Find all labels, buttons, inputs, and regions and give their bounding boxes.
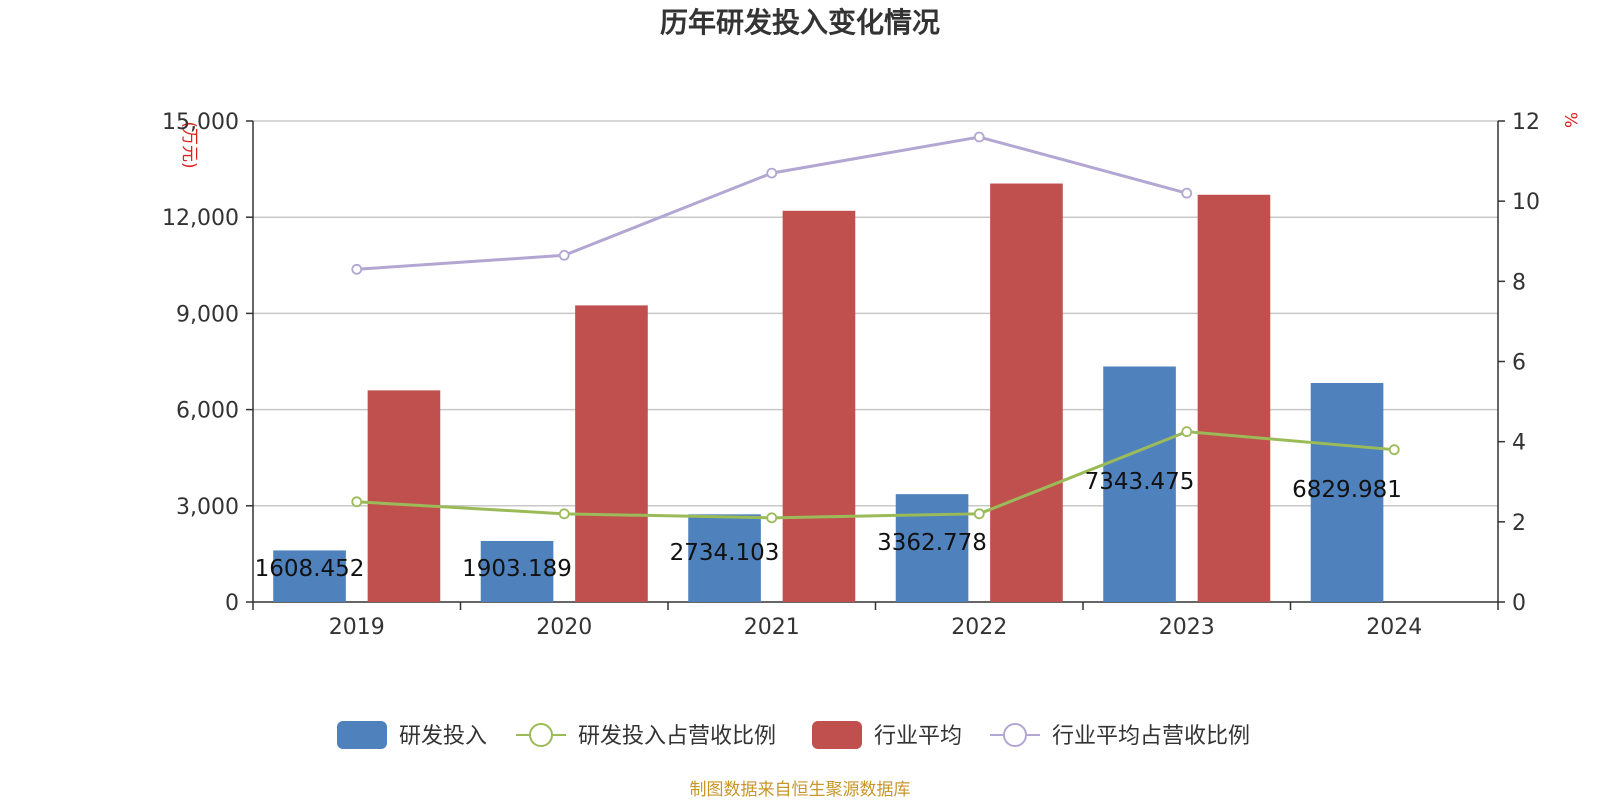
bar-industry-average-2021 [782, 210, 856, 602]
y-right-tick-label: 0 [1512, 591, 1526, 616]
legend[interactable]: 研发投入 研发投入占营收比例 行业平均 行业平均占营收比例 [337, 721, 1250, 749]
y-left-tick-label: 12,000 [162, 206, 239, 231]
legend-marker [529, 723, 553, 747]
legend-swatch [812, 721, 862, 749]
bars [273, 183, 1384, 602]
point-rd-ratio [766, 512, 778, 524]
data-label: 6829.981 [1292, 477, 1402, 503]
bar-rd-investment-2023 [1103, 366, 1176, 602]
data-label: 1608.452 [255, 556, 365, 582]
y-left-unit-label: (万元) [179, 121, 199, 168]
x-tick-label: 2021 [744, 615, 800, 640]
legend-label: 行业平均 [874, 724, 962, 749]
legend-item-industry-ratio[interactable]: 行业平均占营收比例 [990, 723, 1250, 749]
point-industry-ratio [558, 249, 570, 261]
y-left-tick-label: 6,000 [176, 399, 239, 424]
y-right-tick-label: 10 [1512, 190, 1540, 215]
legend-swatch [337, 721, 387, 749]
legend-item-rd-investment[interactable]: 研发投入 [337, 721, 487, 749]
bar-rd-investment-2019 [273, 550, 346, 602]
chart-title: 历年研发投入变化情况 [660, 6, 940, 39]
bar-rd-investment-2024 [1310, 382, 1384, 602]
x-tick-label: 2022 [951, 615, 1007, 640]
point-rd-ratio [1388, 444, 1400, 456]
legend-item-rd-ratio[interactable]: 研发投入占营收比例 [516, 723, 776, 749]
bar-rd-investment-2021 [688, 514, 761, 602]
grid [253, 120, 1498, 507]
legend-marker [1003, 723, 1027, 747]
source-note: 制图数据来自恒生聚源数据库 [690, 780, 911, 800]
legend-label: 行业平均占营收比例 [1052, 724, 1250, 749]
x-tick-label: 2024 [1366, 615, 1422, 640]
y-right-unit-label: % [1560, 112, 1580, 128]
y-right-tick-label: 4 [1512, 431, 1526, 456]
bar-industry-average-2020 [575, 305, 648, 602]
y-right-tick-label: 12 [1512, 110, 1540, 135]
legend-label: 研发投入占营收比例 [578, 724, 776, 749]
y-left-tick-label: 3,000 [176, 495, 239, 520]
legend-label: 研发投入 [399, 724, 487, 749]
bar-industry-average-2019 [367, 390, 441, 602]
y-left-tick-label: 0 [225, 591, 239, 616]
data-label: 3362.778 [877, 530, 987, 556]
bar-industry-average-2022 [990, 183, 1063, 602]
point-rd-ratio [973, 508, 985, 520]
data-labels: 1608.452 1903.189 2734.103 3362.778 7343.475… [255, 469, 1402, 582]
data-label: 1903.189 [462, 556, 572, 582]
data-label: 7343.475 [1085, 469, 1195, 495]
y-right-tick-label: 8 [1512, 270, 1526, 295]
point-industry-ratio [973, 131, 985, 143]
y-right-tick-label: 2 [1512, 511, 1526, 536]
line-rd-ratio [356, 430, 1395, 520]
x-tick-label: 2020 [536, 615, 592, 640]
point-industry-ratio [351, 263, 363, 275]
data-label: 2734.103 [670, 540, 780, 566]
bar-industry-average-2023 [1197, 194, 1271, 602]
y-left-tick-label: 15,000 [162, 110, 239, 135]
y-left-tick-label: 9,000 [176, 302, 239, 327]
bar-rd-investment-2022 [895, 494, 969, 602]
bar-rd-investment-2020 [480, 540, 554, 602]
point-industry-ratio [766, 167, 778, 179]
y-right-tick-label: 6 [1512, 351, 1526, 376]
legend-item-industry-average[interactable]: 行业平均 [812, 721, 962, 749]
point-rd-ratio [1181, 426, 1193, 438]
point-rd-ratio [558, 508, 570, 520]
point-rd-ratio [351, 496, 363, 508]
axes: (万元) % 03,0006,0009,00012,00015,00002468… [162, 110, 1580, 640]
lines [351, 131, 1400, 524]
x-tick-label: 2019 [329, 615, 385, 640]
x-tick-label: 2023 [1159, 615, 1215, 640]
point-industry-ratio [1181, 187, 1193, 199]
